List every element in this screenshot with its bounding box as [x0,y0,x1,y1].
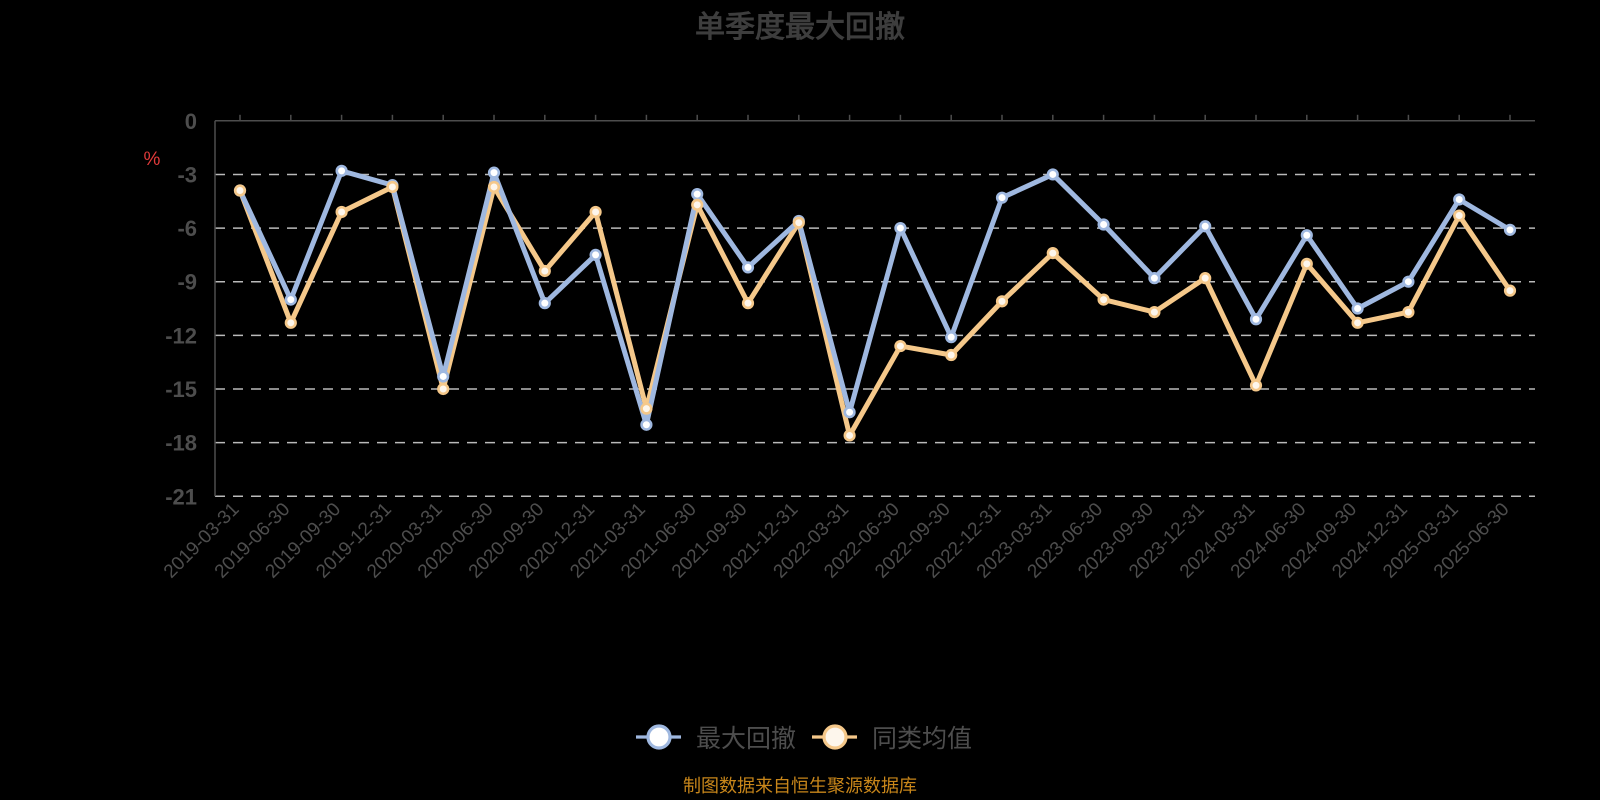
svg-text:-3: -3 [177,162,197,187]
svg-text:-15: -15 [165,377,197,402]
svg-text:-18: -18 [165,431,197,456]
svg-text:-21: -21 [165,484,197,509]
svg-text:最大回撤: 最大回撤 [696,725,796,753]
svg-text:0: 0 [185,109,197,134]
svg-text:-12: -12 [165,323,197,348]
svg-text:%: % [144,149,161,170]
svg-text:同类均值: 同类均值 [872,725,972,753]
svg-text:制图数据来自恒生聚源数据库: 制图数据来自恒生聚源数据库 [683,776,917,796]
svg-text:-6: -6 [177,216,197,241]
svg-text:-9: -9 [177,270,197,295]
